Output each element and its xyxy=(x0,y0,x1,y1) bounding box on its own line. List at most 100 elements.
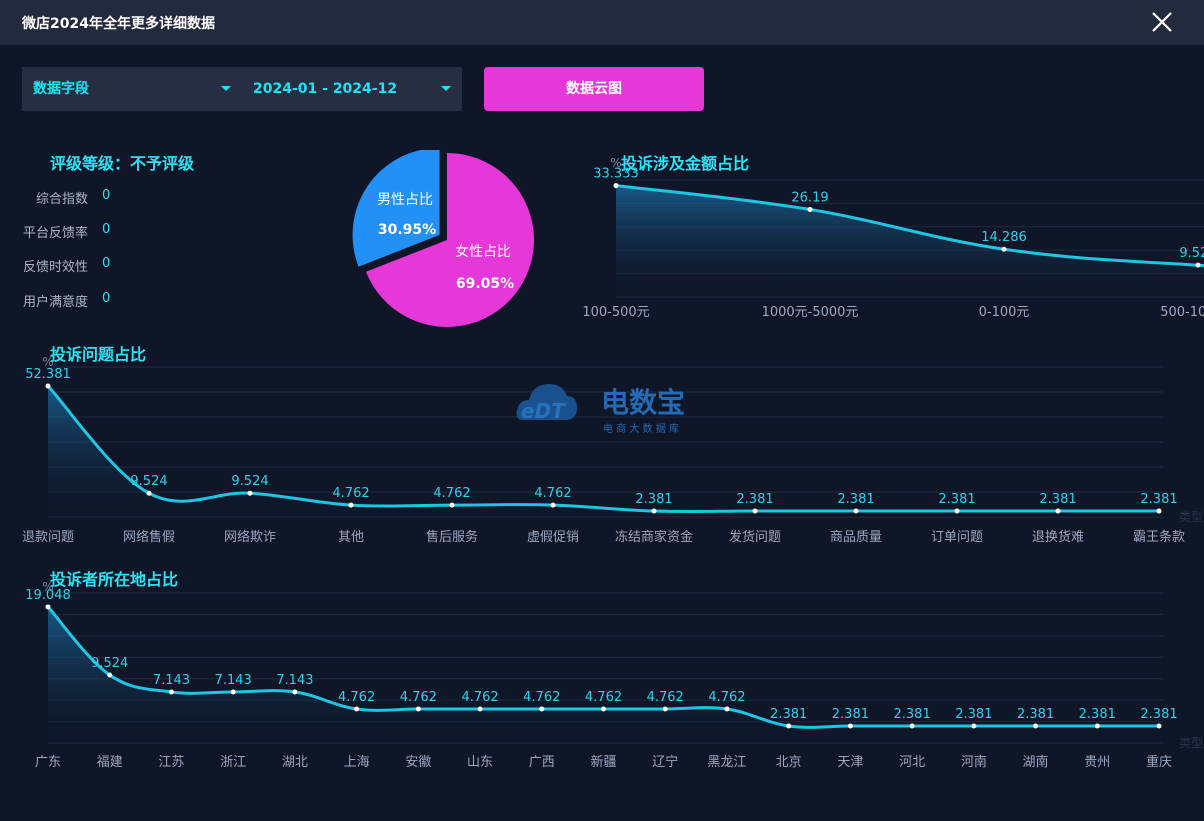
rating-label: 反馈时效性 xyxy=(22,260,88,275)
data-point xyxy=(1001,246,1007,252)
region-area-chart: 19.048 广东 9.524 福建 7.143 江苏 7.143 浙江 7.143 湖北 4.76… xyxy=(25,580,1203,770)
tick-label: 1000元-5000元 xyxy=(762,305,859,320)
data-point xyxy=(1055,508,1061,514)
data-point xyxy=(449,502,455,508)
rating-value: 0 xyxy=(102,291,111,306)
data-label: 14.286 xyxy=(981,230,1027,245)
tick-label: 安徽 xyxy=(405,755,431,770)
data-point xyxy=(786,723,792,729)
rating-row: 综合指数 0 xyxy=(22,188,110,207)
data-label: 7.143 xyxy=(215,673,252,688)
area-fill xyxy=(616,185,1204,297)
data-label: 9.524 xyxy=(91,656,128,671)
tick-label: 辽宁 xyxy=(652,754,678,770)
data-label: 26.19 xyxy=(791,190,828,205)
data-label: 19.048 xyxy=(25,588,71,603)
date-range-label: 2024-01 - 2024-12 xyxy=(253,81,398,97)
data-label: 9.524 xyxy=(130,474,167,489)
series-line xyxy=(46,385,1159,514)
tick-label: 上海 xyxy=(344,755,370,770)
data-point xyxy=(45,604,51,610)
pie-value-female: 69.05% xyxy=(456,276,514,292)
data-label: 7.143 xyxy=(276,673,313,688)
data-point xyxy=(853,508,859,514)
x-axis-label: 类型 xyxy=(1179,510,1203,524)
data-label: 2.381 xyxy=(1017,707,1054,722)
gender-pie-chart: 男性占比 30.95% 女性占比 69.05% xyxy=(352,150,534,327)
tick-label: 退换货难 xyxy=(1032,529,1084,545)
rating-value: 0 xyxy=(102,188,111,203)
pie-slice-female xyxy=(366,153,534,327)
data-point xyxy=(651,508,657,514)
watermark-logo: eDT 电数宝 电 商 大 数 据 库 xyxy=(515,372,700,438)
rating-value: 0 xyxy=(102,222,111,237)
issue-area-chart: 52.381 退款问题 9.524 网络售假 9.524 网络欺诈 4.762 其他 4.762… xyxy=(22,355,1203,545)
data-point xyxy=(45,383,51,389)
pie-label-female: 女性占比 xyxy=(455,243,511,260)
data-label: 4.762 xyxy=(332,486,369,501)
date-range-select[interactable]: 2024-01 - 2024-12 xyxy=(253,67,458,111)
data-point xyxy=(807,206,813,212)
pie-label-male: 男性占比 xyxy=(377,192,433,208)
data-label: 9.524 xyxy=(1179,246,1204,261)
data-label: 4.762 xyxy=(433,486,470,501)
chevron-down-icon xyxy=(221,86,231,91)
data-point xyxy=(752,508,758,514)
data-label: 2.381 xyxy=(1140,492,1177,507)
data-cloud-button[interactable]: 数据云图 xyxy=(484,67,704,111)
data-point xyxy=(662,706,668,712)
tick-label: 天津 xyxy=(837,755,863,770)
data-point xyxy=(847,723,853,729)
tick-label: 浙江 xyxy=(220,755,246,770)
tick-label: 江苏 xyxy=(158,754,184,770)
data-label: 2.381 xyxy=(832,707,869,722)
tick-label: 湖北 xyxy=(282,755,308,770)
data-label: 2.381 xyxy=(1140,707,1177,722)
data-label: 4.762 xyxy=(708,690,745,705)
tick-label: 福建 xyxy=(97,755,123,770)
series-line xyxy=(615,184,1204,268)
tick-label: 虚假促销 xyxy=(527,530,579,545)
tick-label: 网络欺诈 xyxy=(224,529,276,545)
data-label: 4.762 xyxy=(647,690,684,705)
data-label: 2.381 xyxy=(736,492,773,507)
data-label: 2.381 xyxy=(955,707,992,722)
data-point xyxy=(1195,262,1201,268)
data-point xyxy=(477,706,483,712)
amount-chart-title: 投诉涉及金额占比 xyxy=(621,154,750,173)
data-label: 7.143 xyxy=(153,673,190,688)
amount-area-chart: 33.333 100-500元 26.19 1000元-5000元 14.286 0-10… xyxy=(582,156,1204,320)
data-point xyxy=(724,706,730,712)
tick-label: 发货问题 xyxy=(729,529,781,545)
x-axis-label: 类型 xyxy=(1179,736,1203,750)
tick-label: 售后服务 xyxy=(426,529,478,545)
tick-label: 商品质量 xyxy=(830,530,882,545)
filter-toolbar: 数据字段 2024-01 - 2024-12 xyxy=(22,67,462,111)
field-select[interactable]: 数据字段 xyxy=(33,67,238,111)
tick-label: 贵州 xyxy=(1084,755,1110,770)
y-axis-label: % xyxy=(610,156,621,170)
data-point xyxy=(415,706,421,712)
data-point xyxy=(1156,508,1162,514)
tick-label: 湖南 xyxy=(1023,754,1049,770)
tick-label: 退款问题 xyxy=(22,530,74,545)
data-point xyxy=(230,689,236,695)
tick-label: 其他 xyxy=(338,530,364,545)
data-point xyxy=(1033,723,1039,729)
data-point xyxy=(168,689,174,695)
data-point xyxy=(613,183,619,189)
data-label: 2.381 xyxy=(1079,707,1116,722)
close-icon[interactable] xyxy=(1148,8,1176,36)
data-point xyxy=(550,502,556,508)
data-label: 2.381 xyxy=(635,492,672,507)
data-label: 4.762 xyxy=(585,690,622,705)
data-point xyxy=(354,706,360,712)
svg-text:电数宝: 电数宝 xyxy=(601,386,685,419)
data-point xyxy=(909,723,915,729)
tick-label: 冻结商家资金 xyxy=(615,529,693,545)
rating-value: 0 xyxy=(102,256,111,271)
tick-label: 100-500元 xyxy=(582,305,649,320)
data-point xyxy=(292,689,298,695)
tick-label: 广东 xyxy=(35,755,61,770)
tick-label: 山东 xyxy=(467,755,493,770)
